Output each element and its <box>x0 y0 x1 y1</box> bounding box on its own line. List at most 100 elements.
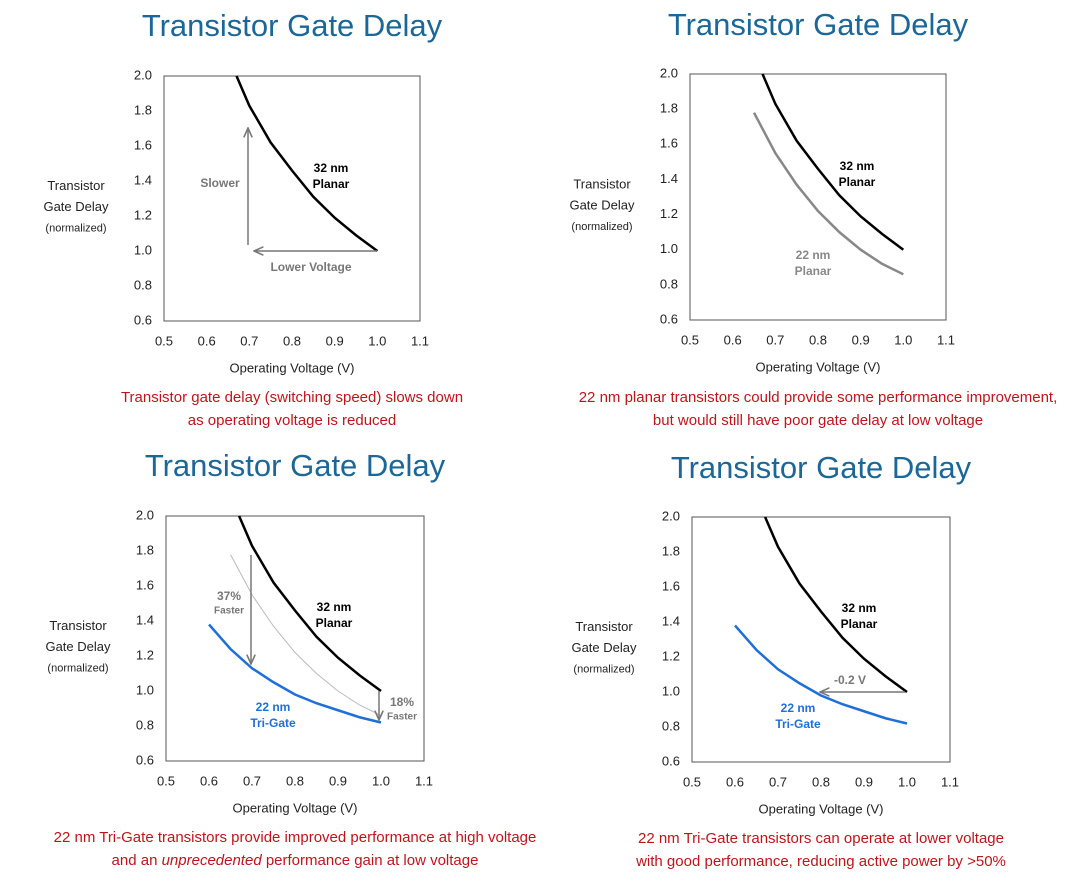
x-axis-label: Operating Voltage (V) <box>229 360 354 375</box>
y-tick-label: 1.4 <box>662 613 680 628</box>
x-tick-label: 0.6 <box>198 333 216 348</box>
x-tick-label: 0.7 <box>240 333 258 348</box>
y-tick-label: 1.2 <box>662 648 680 663</box>
y-tick-label: 2.0 <box>134 67 152 82</box>
x-tick-label: 1.1 <box>415 773 433 788</box>
caption-text: Transistor gate delay (switching speed) … <box>121 389 463 406</box>
y-axis-label: Transistor <box>573 176 631 191</box>
y-tick-label: 1.8 <box>134 102 152 117</box>
caption-text: unprecedented <box>162 852 263 869</box>
y-tick-label: 2.0 <box>662 508 680 523</box>
x-tick-label: 0.9 <box>855 774 873 789</box>
y-axis-label: (normalized) <box>47 662 108 674</box>
caption-text: 22 nm Tri-Gate transistors can operate a… <box>638 830 1004 847</box>
series-label: 22 nm <box>256 700 291 714</box>
y-tick-label: 0.8 <box>134 277 152 292</box>
x-tick-label: 1.1 <box>411 333 429 348</box>
y-axis-label: Gate Delay <box>45 639 111 654</box>
caption: 22 nm Tri-Gate transistors provide impro… <box>54 829 537 846</box>
series-line <box>208 623 382 724</box>
y-tick-label: 1.0 <box>136 682 154 697</box>
series-label: 32 nm <box>317 600 352 614</box>
caption: with good performance, reducing active p… <box>635 853 1006 870</box>
y-tick-label: 1.6 <box>134 137 152 152</box>
caption-text: as operating voltage is reduced <box>188 412 396 429</box>
series-label: Tri-Gate <box>250 716 296 730</box>
y-tick-label: 1.4 <box>134 172 152 187</box>
series-label: Tri-Gate <box>775 717 821 731</box>
x-tick-label: 0.5 <box>157 773 175 788</box>
y-axis-label: Gate Delay <box>571 640 637 655</box>
y-tick-label: 0.6 <box>134 312 152 327</box>
x-tick-label: 1.0 <box>894 332 912 347</box>
y-tick-label: 1.8 <box>660 101 678 116</box>
y-axis-label: (normalized) <box>45 222 106 234</box>
y-axis-label: Transistor <box>49 618 107 633</box>
series-label: 32 nm <box>840 159 875 173</box>
series-label: 32 nm <box>314 161 349 175</box>
annotation: Faster <box>387 712 417 723</box>
annotation: 37% <box>217 589 241 603</box>
series-line <box>734 624 908 725</box>
x-tick-label: 1.1 <box>941 774 959 789</box>
x-tick-label: 0.8 <box>812 774 830 789</box>
y-tick-label: 1.6 <box>136 577 154 592</box>
series-line <box>235 75 379 253</box>
y-axis-label: Gate Delay <box>43 199 109 214</box>
series-label: Planar <box>839 175 876 189</box>
series-label: 22 nm <box>781 701 816 715</box>
y-tick-label: 1.0 <box>662 683 680 698</box>
chart-title: Transistor Gate Delay <box>671 450 972 485</box>
caption-text: with good performance, reducing active p… <box>635 853 1006 870</box>
y-tick-label: 1.0 <box>134 242 152 257</box>
x-tick-label: 0.5 <box>683 774 701 789</box>
x-tick-label: 1.0 <box>372 773 390 788</box>
caption-text: but would still have poor gate delay at … <box>653 412 983 429</box>
y-tick-label: 1.8 <box>662 543 680 558</box>
x-tick-label: 0.5 <box>681 332 699 347</box>
y-tick-label: 1.2 <box>660 206 678 221</box>
annotation: Faster <box>214 606 244 617</box>
y-tick-label: 1.6 <box>660 136 678 151</box>
x-tick-label: 0.5 <box>155 333 173 348</box>
x-tick-label: 0.7 <box>243 773 261 788</box>
plot-frame <box>691 516 951 763</box>
x-tick-label: 0.8 <box>283 333 301 348</box>
caption-text: 22 nm Tri-Gate transistors provide impro… <box>54 829 537 846</box>
caption: but would still have poor gate delay at … <box>653 412 983 429</box>
annotation: Slower <box>200 176 240 190</box>
y-tick-label: 1.0 <box>660 241 678 256</box>
caption-text: and an <box>112 852 162 869</box>
y-tick-label: 1.8 <box>136 542 154 557</box>
y-axis-label: (normalized) <box>573 663 634 675</box>
y-tick-label: 1.4 <box>660 171 678 186</box>
y-tick-label: 2.0 <box>660 65 678 80</box>
x-tick-label: 1.0 <box>368 333 386 348</box>
x-tick-label: 0.6 <box>724 332 742 347</box>
plot-frame <box>163 75 421 322</box>
x-axis-label: Operating Voltage (V) <box>232 800 357 815</box>
x-tick-label: 0.9 <box>852 332 870 347</box>
y-tick-label: 1.2 <box>136 647 154 662</box>
series-label: 32 nm <box>842 601 877 615</box>
series-line <box>237 515 382 693</box>
chart-title: Transistor Gate Delay <box>145 448 446 483</box>
y-tick-label: 0.6 <box>136 752 154 767</box>
plot-frame <box>165 515 425 762</box>
y-tick-label: 0.6 <box>662 753 680 768</box>
caption-text: 22 nm planar transistors could provide s… <box>579 389 1058 406</box>
y-tick-label: 0.6 <box>660 311 678 326</box>
plot-frame <box>689 73 947 321</box>
x-tick-label: 1.0 <box>898 774 916 789</box>
x-tick-label: 0.8 <box>286 773 304 788</box>
series-line <box>761 73 905 251</box>
annotation: -0.2 V <box>834 673 866 687</box>
x-tick-label: 0.6 <box>200 773 218 788</box>
caption: 22 nm Tri-Gate transistors can operate a… <box>638 830 1004 847</box>
chart-title: Transistor Gate Delay <box>668 7 969 42</box>
x-tick-label: 0.8 <box>809 332 827 347</box>
series-line <box>230 554 382 716</box>
x-tick-label: 0.9 <box>326 333 344 348</box>
y-tick-label: 0.8 <box>660 276 678 291</box>
